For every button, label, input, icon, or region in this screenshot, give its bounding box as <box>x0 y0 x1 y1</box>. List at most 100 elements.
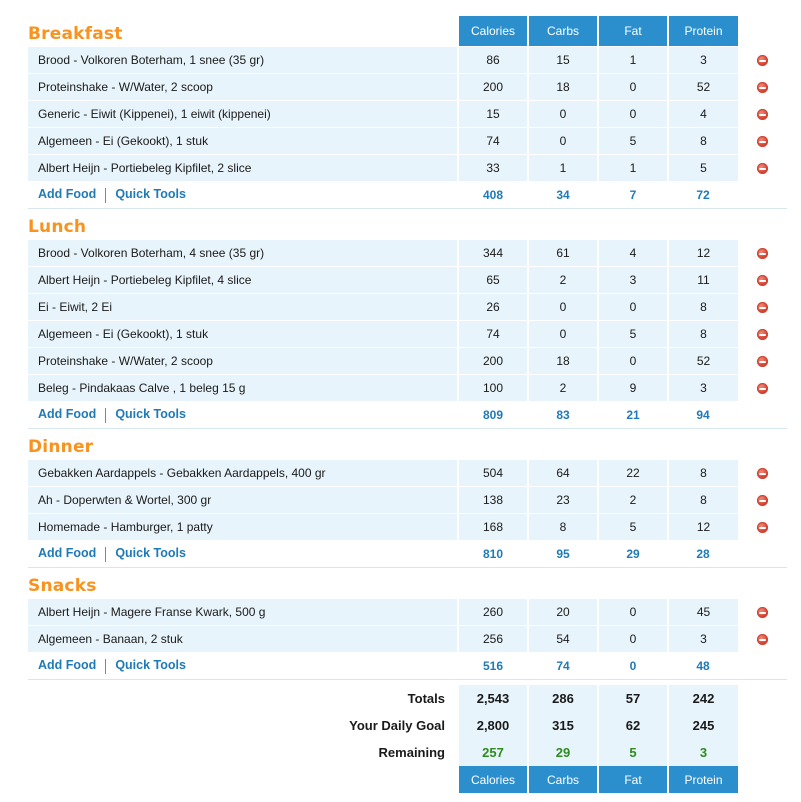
remove-circle-icon[interactable] <box>757 163 768 175</box>
dinner-footer: Add Food Quick Tools 810 95 29 28 <box>28 540 787 568</box>
meal-total-protein: 48 <box>668 652 738 680</box>
quick-tools-link[interactable]: Quick Tools <box>115 407 186 422</box>
remove-circle-icon[interactable] <box>757 136 768 148</box>
food-row[interactable]: Ah - Doperwten & Wortel, 300 gr 138 23 2 8 <box>28 486 787 514</box>
food-name[interactable]: Albert Heijn - Magere Franse Kwark, 500 … <box>28 598 458 626</box>
food-row[interactable]: Proteinshake - W/Water, 2 scoop 200 18 0 52 <box>28 347 787 375</box>
food-row[interactable]: Homemade - Hamburger, 1 patty 168 8 5 12 <box>28 513 787 541</box>
add-food-link[interactable]: Add Food <box>38 187 97 202</box>
remove-circle-icon[interactable] <box>757 82 768 94</box>
food-row[interactable]: Albert Heijn - Portiebeleg Kipfilet, 2 s… <box>28 154 787 182</box>
remove-circle-icon[interactable] <box>757 383 768 395</box>
remove-circle-icon[interactable] <box>757 634 768 646</box>
food-protein: 12 <box>667 239 738 267</box>
snacks-footer: Add Food Quick Tools 516 74 0 48 <box>28 652 787 680</box>
food-row[interactable]: Algemeen - Banaan, 2 stuk 256 54 0 3 <box>28 625 787 653</box>
food-carbs: 23 <box>527 486 598 514</box>
bottom-col-carbs: Carbs <box>527 766 598 793</box>
food-fat: 4 <box>597 239 668 267</box>
remove-circle-icon[interactable] <box>757 356 768 368</box>
meal-title: Breakfast <box>28 24 123 44</box>
remove-circle-icon[interactable] <box>757 275 768 287</box>
food-fat: 0 <box>597 100 668 128</box>
breakfast-header: Breakfast Calories Carbs Fat Protein <box>28 16 787 47</box>
add-food-link[interactable]: Add Food <box>38 658 97 673</box>
food-protein: 5 <box>667 154 738 182</box>
quick-tools-link[interactable]: Quick Tools <box>115 546 186 561</box>
food-row[interactable]: Ei - Eiwit, 2 Ei 26 0 0 8 <box>28 293 787 321</box>
food-protein: 12 <box>667 513 738 541</box>
meal-total-carbs: 83 <box>528 401 598 429</box>
food-fat: 1 <box>597 46 668 74</box>
food-name[interactable]: Algemeen - Ei (Gekookt), 1 stuk <box>28 320 458 348</box>
food-name[interactable]: Proteinshake - W/Water, 2 scoop <box>28 347 458 375</box>
delete-cell <box>738 100 787 128</box>
totals-protein: 242 <box>667 685 738 712</box>
link-divider <box>105 187 107 203</box>
remove-circle-icon[interactable] <box>757 329 768 341</box>
delete-cell <box>738 293 787 321</box>
food-row[interactable]: Albert Heijn - Magere Franse Kwark, 500 … <box>28 598 787 626</box>
food-calories: 200 <box>457 347 528 375</box>
breakfast-footer: Add Food Quick Tools 408 34 7 72 <box>28 181 787 209</box>
food-calories: 344 <box>457 239 528 267</box>
food-calories: 138 <box>457 486 528 514</box>
remove-circle-icon[interactable] <box>757 248 768 260</box>
food-row[interactable]: Algemeen - Ei (Gekookt), 1 stuk 74 0 5 8 <box>28 127 787 155</box>
food-name[interactable]: Albert Heijn - Portiebeleg Kipfilet, 2 s… <box>28 154 458 182</box>
food-name[interactable]: Brood - Volkoren Boterham, 1 snee (35 gr… <box>28 46 458 74</box>
food-name[interactable]: Brood - Volkoren Boterham, 4 snee (35 gr… <box>28 239 458 267</box>
add-food-link[interactable]: Add Food <box>38 546 97 561</box>
food-name[interactable]: Proteinshake - W/Water, 2 scoop <box>28 73 458 101</box>
food-calories: 33 <box>457 154 528 182</box>
remaining-calories: 257 <box>457 739 528 766</box>
link-divider <box>105 407 107 423</box>
food-calories: 200 <box>457 73 528 101</box>
meal-total-fat: 29 <box>598 540 668 568</box>
add-food-link[interactable]: Add Food <box>38 407 97 422</box>
food-name[interactable]: Generic - Eiwit (Kippenei), 1 eiwit (kip… <box>28 100 458 128</box>
food-row[interactable]: Gebakken Aardappels - Gebakken Aardappel… <box>28 459 787 487</box>
meal-actions: Add Food Quick Tools <box>28 540 458 568</box>
food-name[interactable]: Gebakken Aardappels - Gebakken Aardappel… <box>28 459 458 487</box>
food-row[interactable]: Beleg - Pindakaas Calve , 1 beleg 15 g 10… <box>28 374 787 402</box>
meal-total-calories: 516 <box>458 652 528 680</box>
food-name[interactable]: Beleg - Pindakaas Calve , 1 beleg 15 g <box>28 374 458 402</box>
remove-circle-icon[interactable] <box>757 522 768 534</box>
remove-circle-icon[interactable] <box>757 607 768 619</box>
food-protein: 8 <box>667 459 738 487</box>
food-row[interactable]: Algemeen - Ei (Gekookt), 1 stuk 74 0 5 8 <box>28 320 787 348</box>
food-name[interactable]: Albert Heijn - Portiebeleg Kipfilet, 4 s… <box>28 266 458 294</box>
food-row[interactable]: Proteinshake - W/Water, 2 scoop 200 18 0 52 <box>28 73 787 101</box>
remove-circle-icon[interactable] <box>757 109 768 121</box>
food-name[interactable]: Ei - Eiwit, 2 Ei <box>28 293 458 321</box>
food-row[interactable]: Brood - Volkoren Boterham, 1 snee (35 gr… <box>28 46 787 74</box>
delete-cell <box>738 625 787 653</box>
food-name[interactable]: Algemeen - Banaan, 2 stuk <box>28 625 458 653</box>
food-protein: 3 <box>667 374 738 402</box>
goal-row: Your Daily Goal 2,800 315 62 245 <box>28 712 787 739</box>
remove-circle-icon[interactable] <box>757 55 768 67</box>
food-carbs: 0 <box>527 293 598 321</box>
food-carbs: 2 <box>527 374 598 402</box>
link-divider <box>105 658 107 674</box>
goal-calories: 2,800 <box>457 712 528 739</box>
food-name[interactable]: Homemade - Hamburger, 1 patty <box>28 513 458 541</box>
food-row[interactable]: Albert Heijn - Portiebeleg Kipfilet, 4 s… <box>28 266 787 294</box>
quick-tools-link[interactable]: Quick Tools <box>115 187 186 202</box>
food-calories: 74 <box>457 127 528 155</box>
meal-total-calories: 810 <box>458 540 528 568</box>
food-fat: 0 <box>597 293 668 321</box>
quick-tools-link[interactable]: Quick Tools <box>115 658 186 673</box>
remove-circle-icon[interactable] <box>757 302 768 314</box>
remove-circle-icon[interactable] <box>757 468 768 480</box>
food-row[interactable]: Brood - Volkoren Boterham, 4 snee (35 gr… <box>28 239 787 267</box>
food-name[interactable]: Algemeen - Ei (Gekookt), 1 stuk <box>28 127 458 155</box>
food-row[interactable]: Generic - Eiwit (Kippenei), 1 eiwit (kip… <box>28 100 787 128</box>
food-name[interactable]: Ah - Doperwten & Wortel, 300 gr <box>28 486 458 514</box>
meal-total-fat: 21 <box>598 401 668 429</box>
food-carbs: 8 <box>527 513 598 541</box>
food-protein: 8 <box>667 127 738 155</box>
remove-circle-icon[interactable] <box>757 495 768 507</box>
food-carbs: 54 <box>527 625 598 653</box>
